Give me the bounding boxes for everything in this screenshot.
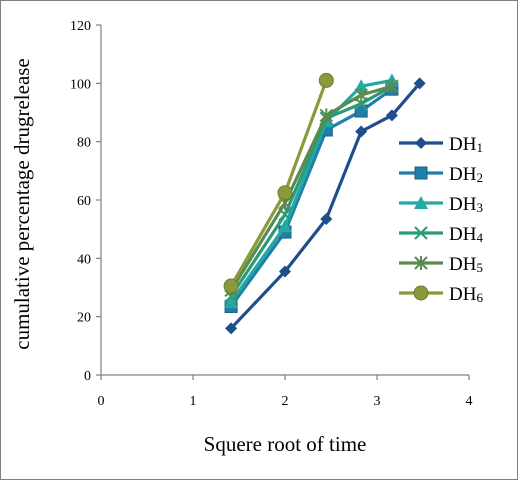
legend-item-dh5: DH5: [399, 254, 483, 275]
data-point-dh6: [318, 72, 334, 88]
legend-item-dh2: DH2: [399, 164, 483, 185]
data-point-dh3: [354, 79, 369, 93]
legend-item-dh4: DH4: [399, 224, 483, 245]
legend-label: DH6: [449, 284, 483, 305]
legend-label: DH3: [449, 194, 483, 215]
legend-item-dh1: DH1: [399, 134, 483, 155]
y-tick-label: 20: [77, 311, 91, 326]
legend-label-subscript: 5: [476, 260, 483, 275]
series-line-dh1: [229, 82, 421, 330]
x-tick-label: 1: [190, 394, 197, 409]
data-point-dh6: [277, 185, 293, 201]
y-tick-label: 80: [77, 136, 91, 151]
series-dh3: [224, 73, 399, 309]
legend-label: DH4: [449, 224, 483, 245]
legend-label-name: DH: [449, 194, 477, 215]
series-dh6: [223, 72, 334, 294]
legend-label-subscript: 2: [476, 170, 483, 185]
legend-label-name: DH: [449, 224, 477, 245]
legend-label-name: DH: [449, 254, 477, 275]
y-axis-title: cumulative percentage drugrelease: [10, 58, 34, 350]
y-ticks: 0 20 40 60 80 100 120: [70, 19, 101, 384]
legend-marker: [415, 137, 427, 149]
data-point-dh1: [413, 77, 426, 90]
legend-label-subscript: 6: [476, 290, 483, 305]
legend-label-name: DH: [449, 164, 477, 185]
data-point-dh1: [320, 212, 333, 225]
x-tick-label: 4: [466, 394, 473, 409]
legend-label-name: DH: [449, 134, 477, 155]
legend-marker: [413, 285, 429, 301]
data-point-dh1: [279, 265, 291, 278]
data-point-dh1: [385, 109, 398, 122]
series-dh4: [224, 79, 399, 303]
x-tick-label: 0: [98, 394, 105, 409]
series-line-dh6: [229, 79, 328, 287]
y-tick-label: 40: [77, 252, 91, 267]
data-point-dh5: [319, 108, 334, 123]
y-tick-label: 60: [77, 194, 91, 209]
x-tick-label: 2: [282, 394, 289, 409]
y-tick-label: 120: [70, 19, 91, 34]
legend-marker: [414, 256, 428, 270]
data-point-dh3: [278, 219, 292, 233]
series-dh1: [225, 77, 426, 335]
data-point-dh1: [225, 322, 238, 335]
y-tick-label: 0: [84, 369, 91, 384]
legend-label: DH2: [449, 164, 483, 185]
data-point-dh5: [354, 88, 368, 102]
data-point-dh5: [385, 79, 399, 94]
legend-label-subscript: 1: [476, 140, 483, 155]
legend-item-dh3: DH3: [399, 194, 483, 215]
legend-marker: [414, 166, 428, 180]
legend-label-subscript: 3: [476, 200, 483, 215]
legend-label-subscript: 4: [476, 230, 483, 245]
x-axis-title: Squere root of time: [204, 432, 367, 456]
legend-item-dh6: DH6: [399, 284, 483, 305]
series-line-dh3: [229, 78, 393, 304]
legend-marker: [414, 226, 428, 240]
x-ticks: 0 1 2 3 4: [98, 375, 473, 409]
legend-label: DH1: [449, 134, 483, 155]
legend-marker: [414, 196, 428, 209]
series-layer: [223, 72, 426, 335]
x-tick-label: 3: [374, 394, 381, 409]
legend-label: DH5: [449, 254, 483, 275]
y-tick-label: 100: [70, 77, 91, 92]
data-point-dh3: [224, 295, 239, 309]
legend-label-name: DH: [449, 284, 477, 305]
data-point-dh1: [355, 125, 368, 138]
data-point-dh6: [223, 278, 239, 294]
